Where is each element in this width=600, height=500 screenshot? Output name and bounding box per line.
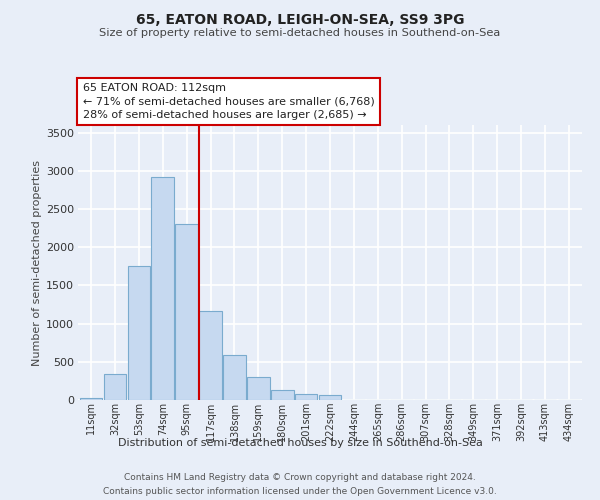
Bar (104, 374, 127, 400)
Bar (199, 312, 222, 400)
Text: 65 EATON ROAD: 112sqm
← 71% of semi-detached houses are smaller (6,768)
28% of s: 65 EATON ROAD: 112sqm ← 71% of semi-deta… (83, 83, 375, 120)
Bar (295, 394, 317, 400)
Bar (247, 377, 269, 400)
Bar (151, 177, 174, 400)
Bar (319, 396, 341, 400)
Bar (223, 355, 246, 400)
Y-axis label: Number of semi-detached properties: Number of semi-detached properties (32, 160, 41, 366)
Bar (128, 266, 150, 400)
Text: 65, EATON ROAD, LEIGH-ON-SEA, SS9 3PG: 65, EATON ROAD, LEIGH-ON-SEA, SS9 3PG (136, 12, 464, 26)
Text: Contains HM Land Registry data © Crown copyright and database right 2024.: Contains HM Land Registry data © Crown c… (124, 472, 476, 482)
Text: Size of property relative to semi-detached houses in Southend-on-Sea: Size of property relative to semi-detach… (100, 28, 500, 38)
Bar (80, 398, 103, 400)
Bar (175, 224, 198, 400)
Text: Contains public sector information licensed under the Open Government Licence v3: Contains public sector information licen… (103, 488, 497, 496)
Text: Distribution of semi-detached houses by size in Southend-on-Sea: Distribution of semi-detached houses by … (118, 438, 482, 448)
Bar (271, 390, 293, 400)
